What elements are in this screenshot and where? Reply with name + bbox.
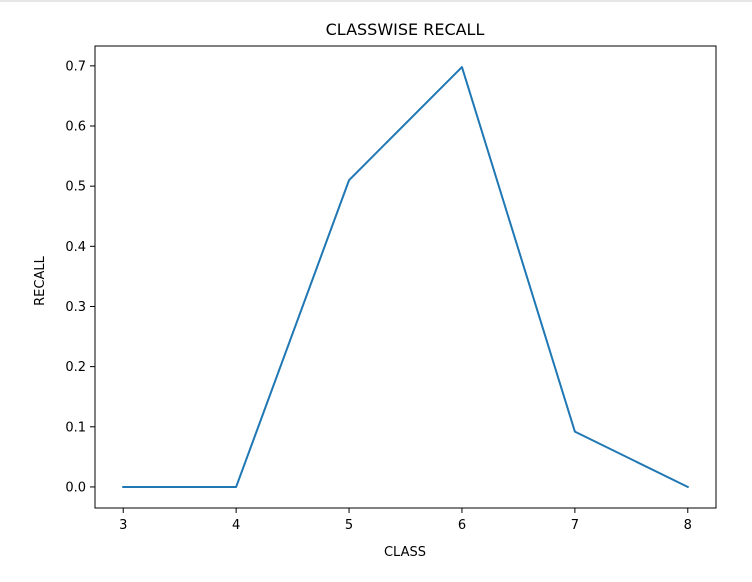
x-tick-label: 6	[458, 518, 466, 533]
data-point	[235, 486, 237, 488]
x-tick-label: 8	[684, 518, 692, 533]
y-tick-label: 0.1	[65, 420, 86, 435]
data-point	[461, 66, 463, 68]
y-tick-label: 0.0	[65, 480, 86, 495]
data-point	[574, 431, 576, 433]
top-border	[0, 0, 752, 2]
y-tick-label: 0.4	[65, 240, 86, 255]
y-axis-label: RECALL	[33, 255, 48, 305]
chart-title: CLASSWISE RECALL	[326, 20, 485, 39]
y-tick-label: 0.2	[65, 360, 86, 375]
y-tick-label: 0.5	[65, 180, 86, 195]
data-point	[122, 486, 124, 488]
x-axis-label: CLASS	[384, 545, 426, 560]
x-tick-label: 4	[232, 518, 240, 533]
y-tick-label: 0.6	[65, 120, 86, 135]
series-line-0	[122, 66, 690, 489]
axes-frame	[94, 45, 717, 509]
x-tick-label: 7	[571, 518, 579, 533]
data-point	[687, 486, 689, 488]
data-point	[348, 179, 350, 181]
y-tick-label: 0.3	[65, 300, 86, 315]
x-tick-label: 5	[345, 518, 353, 533]
y-tick-label: 0.7	[65, 59, 86, 74]
x-tick-label: 3	[119, 518, 127, 533]
plot-area: 3 4 5 6 7 8 0.0 0.1 0.2 0.3 0.4 0.5 0.6 0.7	[65, 45, 717, 533]
